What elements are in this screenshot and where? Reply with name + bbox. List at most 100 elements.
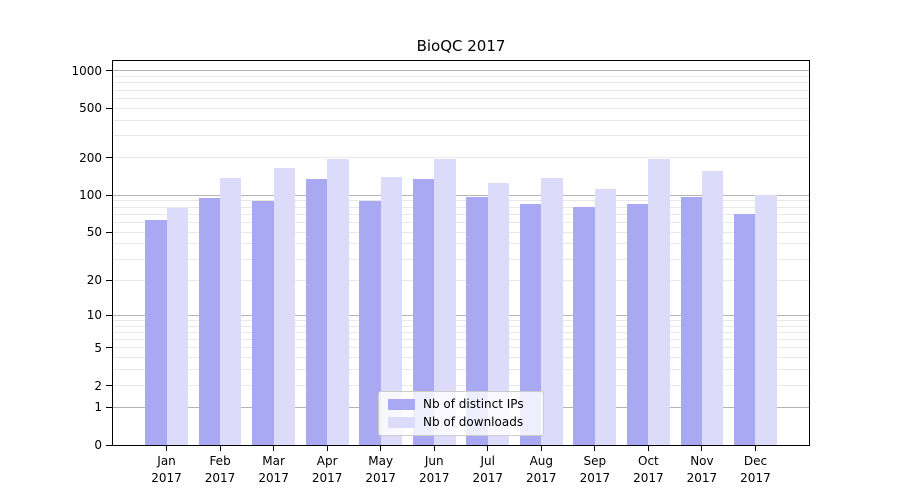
x-tick-label-feb: Feb 2017 <box>178 453 262 486</box>
y-tick-mark <box>106 231 112 233</box>
x-tick-month: Sep <box>583 454 607 468</box>
bar-feb-downloads <box>220 177 242 445</box>
gridline-minor <box>113 107 809 109</box>
x-tick-label-nov: Nov 2017 <box>660 453 744 486</box>
x-tick-mark <box>540 446 542 451</box>
bar-mar-downloads <box>273 167 295 445</box>
y-tick-label: 20 <box>86 273 102 288</box>
gridline-minor <box>113 325 809 327</box>
x-tick-mark <box>594 446 596 451</box>
legend-label-downloads: Nb of downloads <box>423 415 524 429</box>
y-tick-mark <box>106 385 112 386</box>
gridline-minor <box>113 135 809 137</box>
x-tick-month: Oct <box>638 454 659 468</box>
y-tick-label: 1000 <box>71 63 102 78</box>
y-tick-label: 2 <box>94 378 102 393</box>
x-tick-label-apr: Apr 2017 <box>285 453 369 486</box>
x-tick-mark <box>433 446 435 451</box>
x-tick-label-oct: Oct 2017 <box>606 453 690 486</box>
grid-layer <box>113 61 809 445</box>
bar-apr-distinct-ips <box>305 178 328 445</box>
y-tick-label: 100 <box>79 188 102 203</box>
legend-swatch-distinct-ips <box>388 399 415 410</box>
gridline-minor <box>113 119 809 121</box>
gridline-minor <box>113 206 809 208</box>
x-tick-mark <box>219 446 221 451</box>
y-tick-mark <box>106 314 112 316</box>
gridline-major <box>113 314 809 316</box>
y-tick-label: 500 <box>79 101 102 116</box>
gridline-minor <box>113 213 809 215</box>
bar-jun-downloads <box>434 158 456 445</box>
x-tick-year: 2017 <box>365 470 396 485</box>
y-tick-label: 1 <box>94 400 102 415</box>
y-tick-label: 10 <box>86 308 102 323</box>
gridline-major <box>113 70 809 72</box>
x-tick-month: Mar <box>262 454 285 468</box>
x-tick-mark <box>380 446 382 451</box>
gridline-minor <box>113 319 809 321</box>
gridline-minor <box>113 331 809 333</box>
gridline-minor <box>113 157 809 159</box>
bar-sep-downloads <box>594 188 617 445</box>
bar-aug-distinct-ips <box>519 203 542 445</box>
x-tick-year: 2017 <box>418 470 450 485</box>
x-tick-month: Apr <box>316 454 338 468</box>
gridline-minor <box>113 243 809 245</box>
gridline-minor <box>113 221 809 223</box>
bar-dec-downloads <box>755 195 777 445</box>
y-tick-mark <box>106 194 112 196</box>
gridline-minor <box>113 279 809 281</box>
bar-jan-distinct-ips <box>145 219 167 445</box>
x-tick-year: 2017 <box>151 470 182 485</box>
x-tick-mark <box>166 446 168 451</box>
x-tick-month: Jan <box>157 454 176 468</box>
x-tick-label-jun: Jun 2017 <box>392 453 476 486</box>
y-tick-mark <box>106 279 112 281</box>
x-tick-month: Dec <box>743 454 768 468</box>
x-tick-label-jan: Jan 2017 <box>125 453 209 486</box>
legend-label-distinct-ips: Nb of distinct IPs <box>423 397 524 411</box>
x-tick-year: 2017 <box>526 470 557 485</box>
gridline-minor <box>113 97 809 99</box>
bar-aug-downloads <box>541 177 563 445</box>
y-tick-mark <box>106 406 112 408</box>
bar-feb-distinct-ips <box>198 198 221 445</box>
bar-nov-downloads <box>701 170 724 445</box>
x-tick-year: 2017 <box>311 470 343 485</box>
plot-area: Nb of distinct IPs Nb of downloads <box>112 60 810 446</box>
bar-oct-downloads <box>648 159 670 445</box>
y-tick-mark <box>106 157 112 159</box>
x-tick-mark <box>273 446 275 451</box>
y-tick-label: 0 <box>94 438 102 452</box>
y-tick-label: 50 <box>86 225 102 240</box>
y-tick-label: 200 <box>79 150 102 165</box>
x-tick-mark <box>326 446 328 451</box>
x-tick-month: Feb <box>209 454 231 468</box>
bar-jul-distinct-ips <box>466 196 488 445</box>
y-tick-mark <box>106 444 112 446</box>
gridline-major <box>113 194 809 196</box>
x-tick-year: 2017 <box>633 470 664 485</box>
x-tick-label-dec: Dec 2017 <box>713 453 797 486</box>
gridline-minor <box>113 369 809 371</box>
x-tick-month: Jul <box>480 454 495 468</box>
gridline-minor <box>113 385 809 386</box>
x-tick-mark <box>487 446 489 451</box>
x-tick-month: Jun <box>424 454 444 468</box>
legend-item-distinct-ips: Nb of distinct IPs <box>388 398 535 411</box>
x-tick-label-aug: Aug 2017 <box>499 453 583 486</box>
chart-title: BioQC 2017 <box>416 37 506 55</box>
gridline-minor <box>113 231 809 233</box>
x-tick-month: Nov <box>690 454 714 468</box>
gridline-minor <box>113 339 809 341</box>
x-tick-year: 2017 <box>686 470 718 485</box>
x-tick-label-may: May 2017 <box>339 453 423 486</box>
bar-jun-distinct-ips <box>412 178 435 445</box>
legend-item-downloads: Nb of downloads <box>388 416 535 429</box>
legend: Nb of distinct IPs Nb of downloads <box>378 391 544 436</box>
gridline-minor <box>113 258 809 260</box>
gridline-minor <box>113 200 809 202</box>
y-tick-mark <box>106 70 112 72</box>
